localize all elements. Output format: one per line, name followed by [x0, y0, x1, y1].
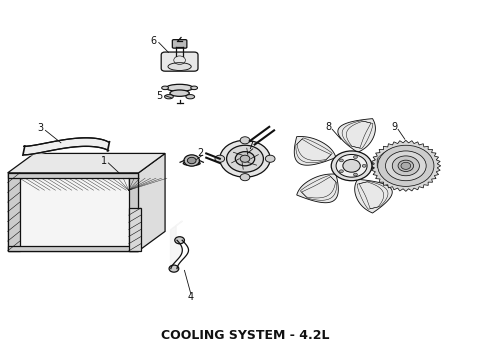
Circle shape [401, 162, 411, 169]
Text: 9: 9 [391, 122, 397, 132]
Circle shape [226, 145, 264, 172]
Circle shape [353, 173, 357, 176]
Ellipse shape [170, 90, 189, 96]
Text: 4: 4 [188, 292, 194, 302]
Circle shape [353, 156, 357, 158]
Ellipse shape [162, 86, 169, 90]
Ellipse shape [183, 161, 200, 166]
Polygon shape [8, 246, 138, 251]
Polygon shape [138, 153, 165, 251]
Text: 8: 8 [325, 122, 331, 132]
Text: 3: 3 [38, 122, 44, 132]
Circle shape [343, 159, 360, 172]
Polygon shape [129, 173, 138, 251]
Circle shape [240, 137, 250, 144]
Circle shape [187, 157, 196, 164]
Circle shape [175, 237, 184, 244]
Polygon shape [355, 179, 392, 213]
Text: 2: 2 [197, 148, 203, 158]
Text: 7: 7 [247, 141, 253, 151]
Text: 1: 1 [101, 156, 108, 166]
Ellipse shape [166, 84, 193, 91]
Polygon shape [8, 153, 165, 173]
Polygon shape [371, 140, 441, 192]
Circle shape [235, 152, 255, 166]
Polygon shape [129, 208, 141, 251]
Circle shape [386, 151, 426, 181]
Ellipse shape [186, 95, 195, 99]
FancyBboxPatch shape [161, 52, 198, 71]
Circle shape [169, 265, 179, 272]
Ellipse shape [168, 63, 191, 71]
Circle shape [362, 165, 366, 167]
Circle shape [378, 145, 434, 186]
Circle shape [336, 154, 367, 177]
Circle shape [392, 156, 419, 176]
Polygon shape [338, 119, 375, 152]
Text: 5: 5 [156, 91, 162, 101]
Circle shape [340, 159, 343, 162]
Polygon shape [8, 173, 20, 251]
Ellipse shape [165, 95, 173, 99]
Polygon shape [297, 174, 338, 203]
Circle shape [240, 155, 250, 162]
Circle shape [215, 155, 224, 162]
Circle shape [398, 160, 414, 171]
Ellipse shape [191, 86, 197, 90]
Text: COOLING SYSTEM - 4.2L: COOLING SYSTEM - 4.2L [161, 329, 329, 342]
Circle shape [184, 155, 199, 166]
FancyBboxPatch shape [172, 40, 187, 48]
Circle shape [331, 151, 372, 181]
Polygon shape [8, 173, 138, 251]
Circle shape [266, 155, 275, 162]
Polygon shape [371, 145, 419, 172]
Circle shape [220, 140, 270, 177]
Circle shape [240, 174, 250, 181]
Polygon shape [8, 173, 138, 178]
Polygon shape [294, 136, 336, 165]
Text: 6: 6 [150, 36, 156, 46]
Circle shape [340, 170, 343, 173]
